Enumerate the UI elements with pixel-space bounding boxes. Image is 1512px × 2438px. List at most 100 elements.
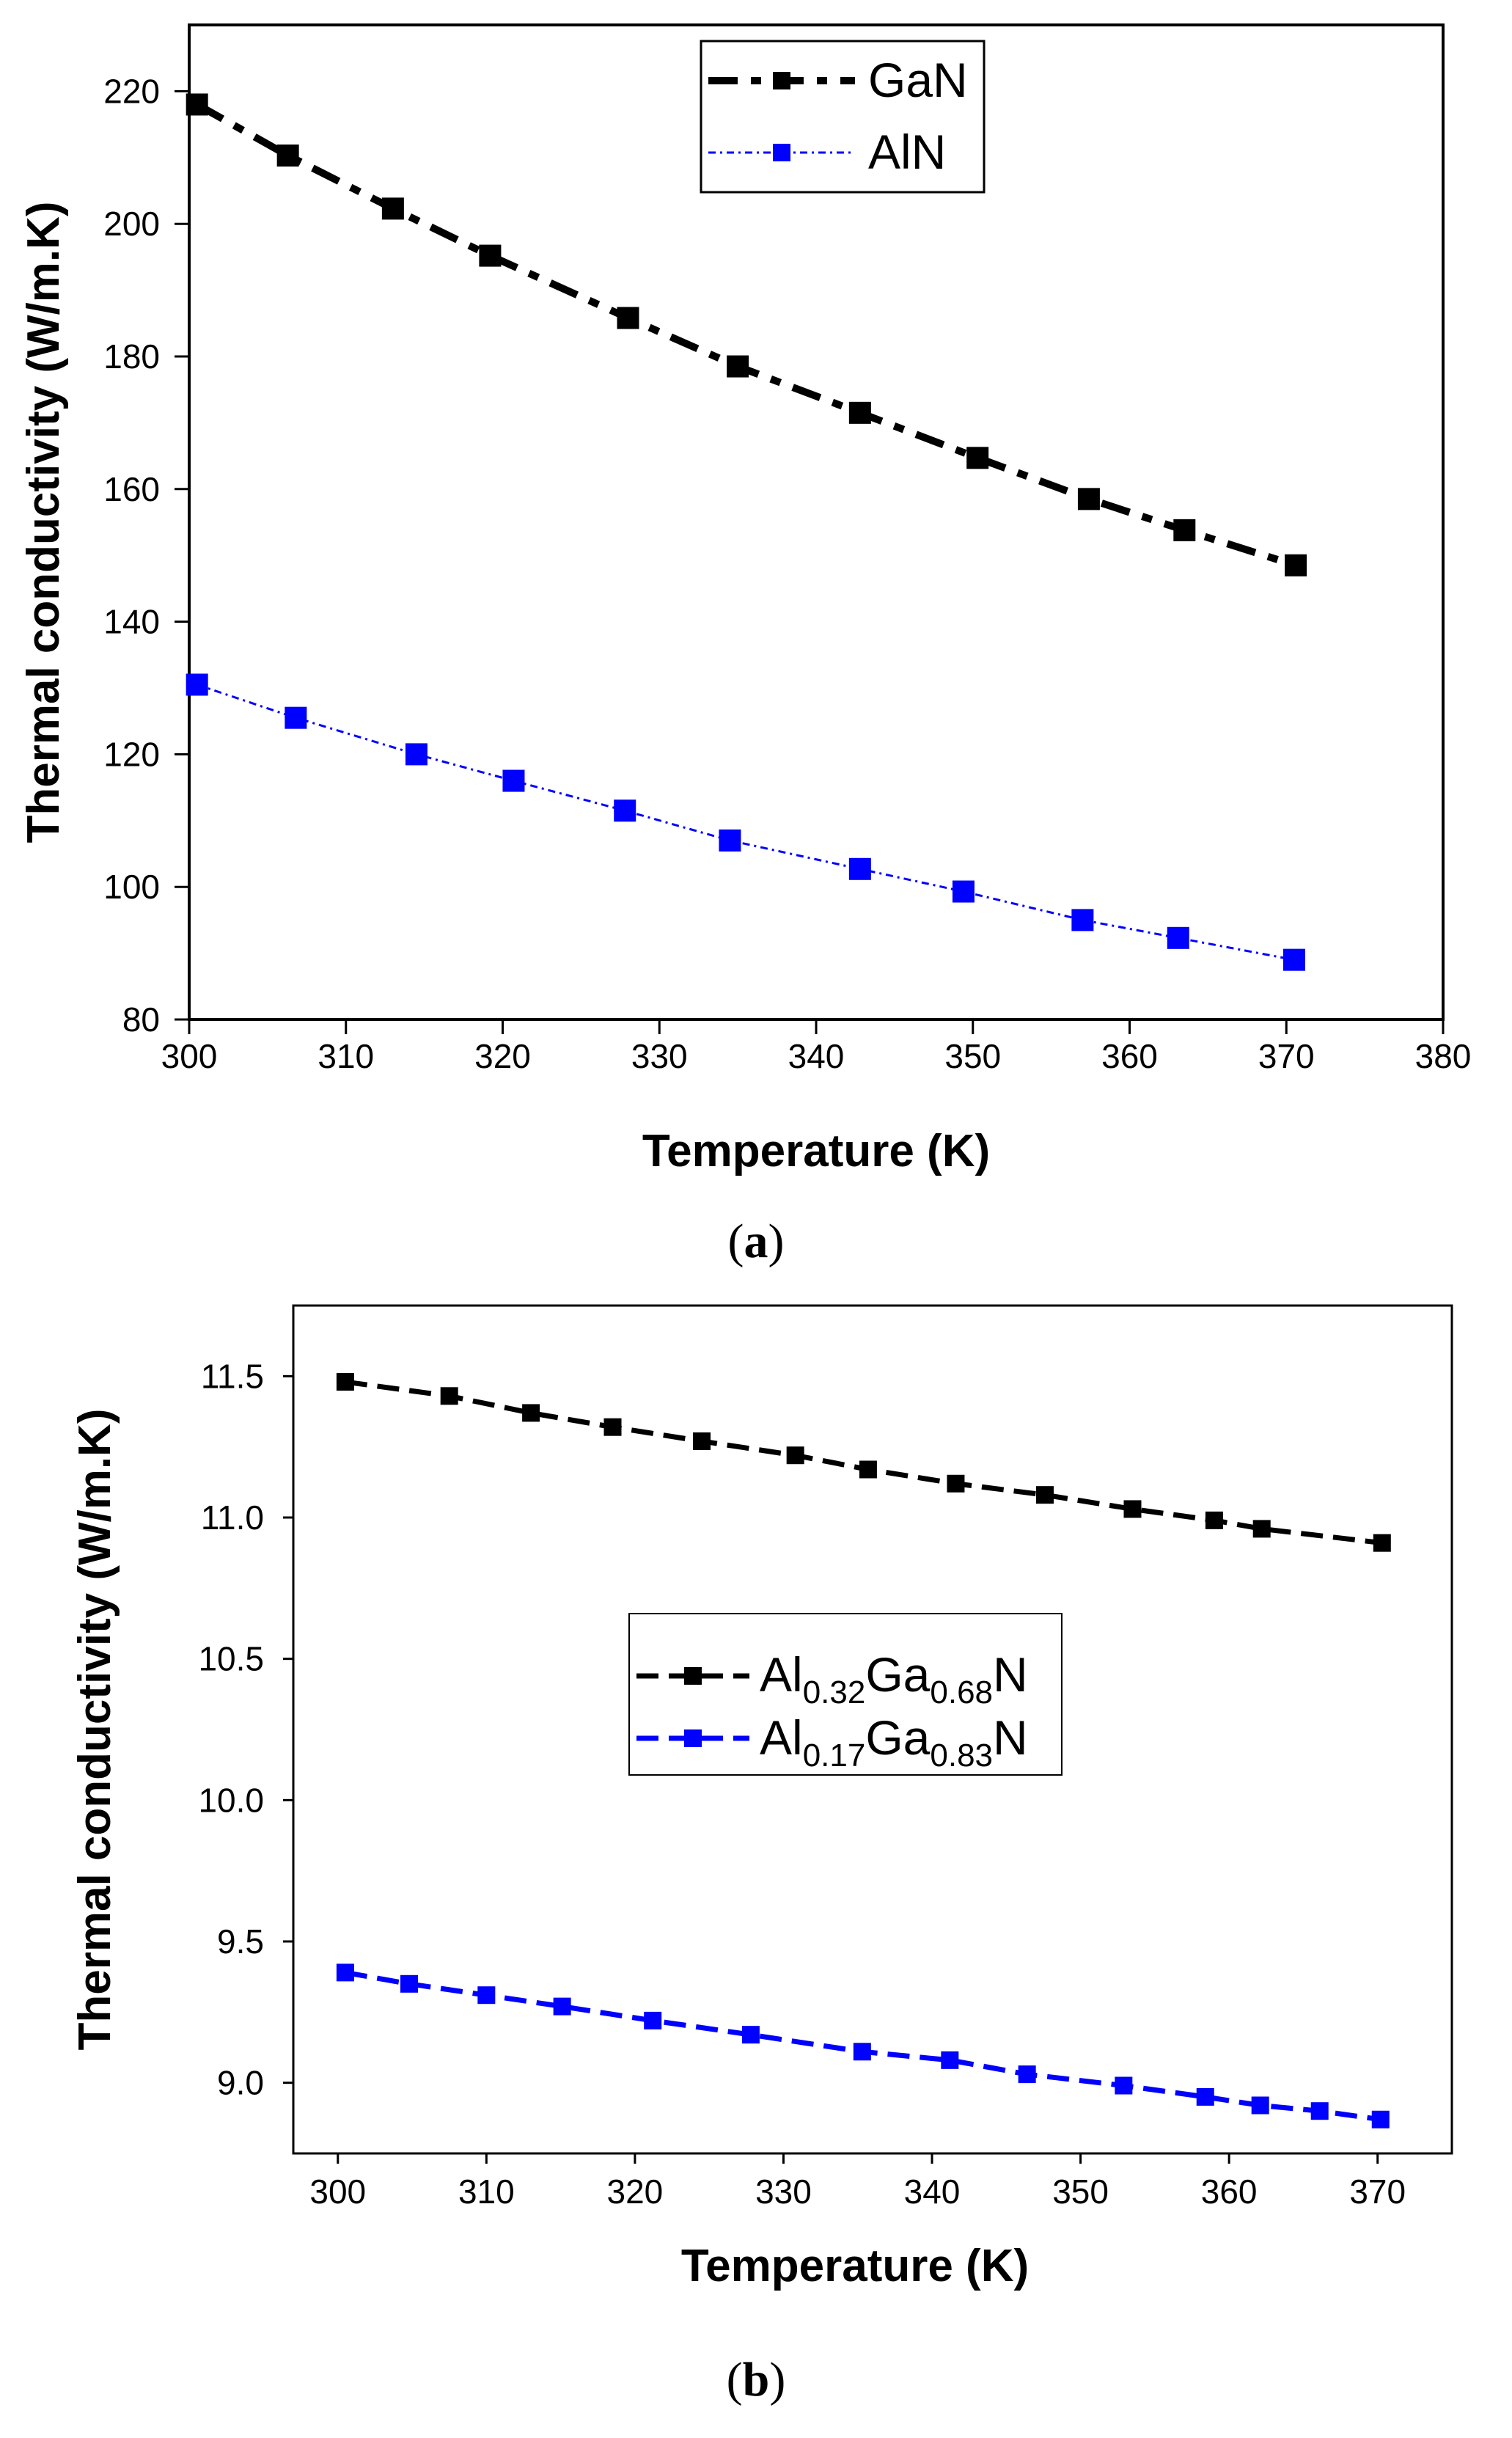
y-axis-title-b: Thermal conductivity (W/m.K) xyxy=(70,1409,120,2051)
data-point-al0-32ga0-68n xyxy=(1123,1500,1142,1518)
data-point-al0-17ga0-83n xyxy=(477,1986,496,2005)
chart-panel-a: 300 310 320 330 340 350 360 370 380 80 100 120 140 1… xyxy=(18,23,1472,1268)
y-tick-label: 11.5 xyxy=(201,1357,264,1395)
y-tick-label: 140 xyxy=(103,603,160,641)
y-tick-label: 9.0 xyxy=(217,2064,264,2102)
legend-b: Al0.32Ga0.68N Al0.17Ga0.83N xyxy=(628,1613,1063,1776)
y-tick-label: 220 xyxy=(103,72,160,110)
data-point-gan xyxy=(276,144,299,167)
data-point-gan xyxy=(966,447,989,469)
data-point-aln xyxy=(405,743,427,766)
caption-b: (b) xyxy=(727,2353,786,2406)
data-point-aln xyxy=(952,880,975,903)
legend-entry-gan: GaN xyxy=(708,53,968,107)
data-point-al0-32ga0-68n xyxy=(522,1404,540,1422)
data-point-aln xyxy=(502,769,525,792)
x-tick-label: 320 xyxy=(474,1037,531,1075)
x-tick-label: 380 xyxy=(1415,1037,1472,1075)
data-point-gan xyxy=(186,93,208,116)
legend-label-gan: GaN xyxy=(868,53,968,107)
x-tick-label: 360 xyxy=(1201,2172,1258,2211)
data-point-aln xyxy=(186,673,208,696)
legend-marker-al017 xyxy=(684,1729,702,1747)
y-axis-title-a: Thermal conductivity (W/m.K) xyxy=(18,202,69,843)
y-ticks-a: 80 100 120 140 160 180 200 220 xyxy=(103,72,189,1039)
y-tick-label: 180 xyxy=(103,337,160,376)
x-tick-label: 340 xyxy=(904,2172,961,2211)
legend-marker-gan xyxy=(773,72,790,89)
x-tick-label: 370 xyxy=(1258,1037,1315,1075)
series-line-aln xyxy=(197,684,1295,962)
data-point-aln xyxy=(1282,948,1305,971)
x-tick-label: 370 xyxy=(1349,2172,1406,2211)
y-tick-label: 100 xyxy=(103,868,160,906)
chart-panel-b: 300 310 320 330 340 350 360 370 9.0 9.5 10.0 10.5 1… xyxy=(0,1284,1512,2438)
data-point-al0-32ga0-68n xyxy=(603,1418,622,1436)
data-point-al0-17ga0-83n xyxy=(1371,2110,1390,2128)
data-point-al0-17ga0-83n xyxy=(400,1974,418,1993)
data-point-al0-17ga0-83n xyxy=(1196,2087,1214,2106)
x-tick-label: 310 xyxy=(458,2172,515,2211)
data-point-al0-32ga0-68n xyxy=(1205,1511,1223,1529)
y-tick-label: 200 xyxy=(103,205,160,243)
data-point-aln xyxy=(1167,926,1189,949)
data-point-aln xyxy=(848,857,871,880)
legend-al017-el1: Al xyxy=(760,1710,803,1765)
legend-al017-sub2: 0.83 xyxy=(930,1738,993,1773)
data-point-al0-32ga0-68n xyxy=(440,1387,458,1405)
legend-label-aln: AlN xyxy=(868,125,946,179)
x-ticks-b: 300 310 320 330 340 350 360 370 xyxy=(309,2153,1406,2211)
y-tick-label: 11.0 xyxy=(201,1498,264,1537)
data-point-al0-32ga0-68n xyxy=(1252,1520,1271,1538)
x-tick-label: 320 xyxy=(607,2172,664,2211)
data-point-al0-17ga0-83n xyxy=(1310,2102,1329,2120)
caption-a: (a) xyxy=(728,1215,785,1268)
data-point-al0-17ga0-83n xyxy=(553,1997,571,2016)
legend-al032-el2: Ga xyxy=(865,1647,930,1702)
x-tick-label: 350 xyxy=(944,1037,1001,1075)
x-tick-label: 330 xyxy=(755,2172,812,2211)
data-point-al0-17ga0-83n xyxy=(941,2051,959,2069)
data-point-aln xyxy=(285,706,307,729)
chart-b: 300 310 320 330 340 350 360 370 9.0 9.5 10.0 10.5 1… xyxy=(70,1304,1453,2406)
data-point-al0-17ga0-83n xyxy=(1251,2096,1269,2115)
data-point-gan xyxy=(381,197,404,220)
legend-al017-el2: Ga xyxy=(865,1710,930,1765)
data-point-al0-17ga0-83n xyxy=(853,2043,871,2061)
x-tick-label: 350 xyxy=(1052,2172,1109,2211)
data-point-gan xyxy=(1285,554,1307,576)
legend-label-al017: Al0.17Ga0.83N xyxy=(760,1710,1028,1773)
data-point-gan xyxy=(1077,488,1100,510)
y-tick-label: 160 xyxy=(103,470,160,508)
legend-entry-al032: Al0.32Ga0.68N xyxy=(636,1647,1028,1710)
y-tick-label: 10.0 xyxy=(198,1781,264,1819)
legend-box-a xyxy=(700,40,986,194)
legend-marker-al032 xyxy=(684,1667,702,1685)
data-point-al0-32ga0-68n xyxy=(1373,1534,1391,1552)
data-point-al0-17ga0-83n xyxy=(1115,2076,1133,2095)
data-point-aln xyxy=(719,829,741,852)
caption-a-letter: a xyxy=(744,1215,768,1268)
data-point-aln xyxy=(1071,909,1094,931)
legend-al032-el3: N xyxy=(993,1647,1028,1702)
x-axis-title-b: Temperature (K) xyxy=(681,2241,1029,2291)
x-tick-label: 360 xyxy=(1101,1037,1158,1075)
data-point-al0-17ga0-83n xyxy=(644,2011,662,2029)
data-point-aln xyxy=(614,799,636,822)
chart-a: 300 310 320 330 340 350 360 370 380 80 100 120 140 1… xyxy=(18,23,1472,1268)
legend-al032-el1: Al xyxy=(760,1647,803,1702)
data-point-al0-17ga0-83n xyxy=(336,1963,354,1982)
y-tick-label: 120 xyxy=(103,735,160,773)
series-line-al0-17ga0-83n xyxy=(345,1969,1381,2123)
x-tick-label: 340 xyxy=(788,1037,845,1075)
legend-al032-sub1: 0.32 xyxy=(803,1674,866,1710)
legend-entry-al017: Al0.17Ga0.83N xyxy=(636,1710,1028,1773)
data-point-gan xyxy=(617,307,639,329)
series-group-a xyxy=(186,93,1307,971)
y-ticks-b: 9.0 9.5 10.0 10.5 11.0 11.5 xyxy=(198,1357,293,2102)
x-tick-label: 330 xyxy=(631,1037,688,1075)
y-tick-label: 10.5 xyxy=(198,1640,264,1678)
data-point-gan xyxy=(848,401,871,424)
data-point-gan xyxy=(1173,519,1196,541)
legend-a: GaN AlN xyxy=(700,40,986,194)
